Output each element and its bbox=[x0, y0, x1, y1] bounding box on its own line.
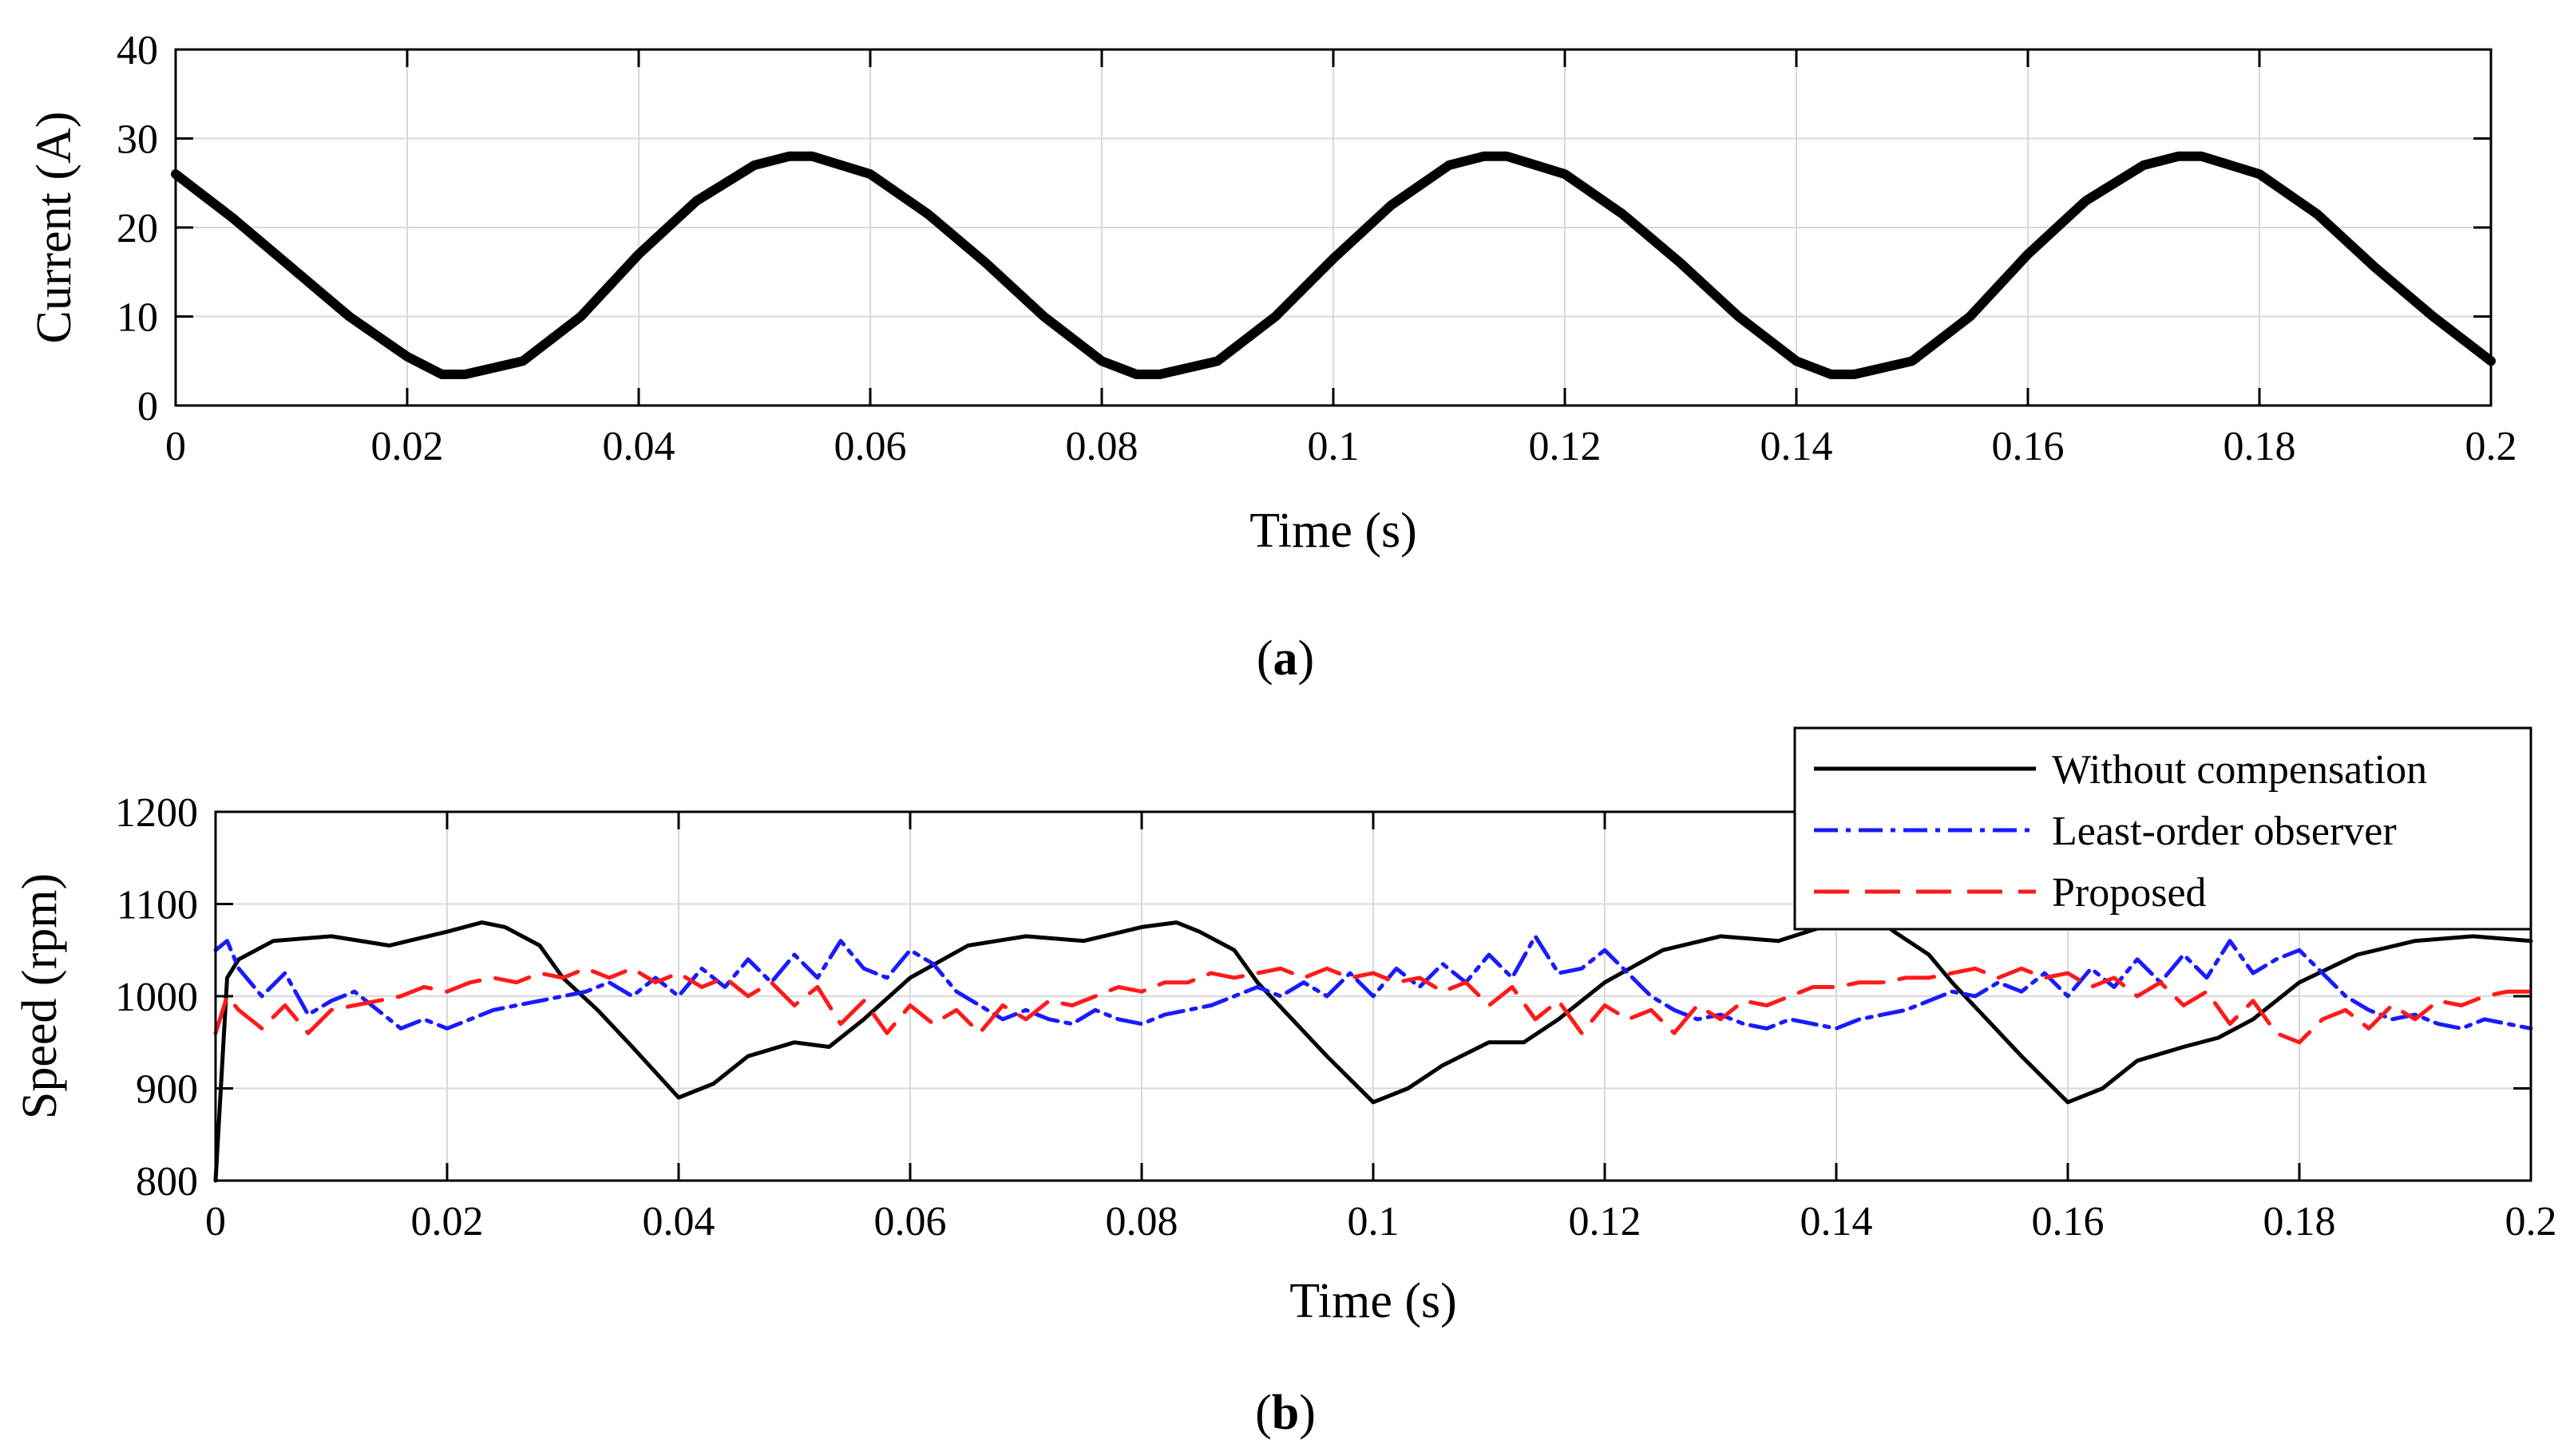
x-tick-label: 0.02 bbox=[411, 1199, 484, 1244]
x-tick-label: 0.1 bbox=[1348, 1199, 1400, 1244]
x-tick-label: 0.06 bbox=[834, 424, 907, 469]
y-ticks: 800 900 1000 1100 1200 bbox=[115, 790, 2531, 1205]
chart-panel-a: 0 0.02 0.04 0.06 0.08 0.1 0.12 0.14 0.16 0.18 0.2 … bbox=[27, 28, 2517, 686]
x-tick-label: 0.1 bbox=[1308, 424, 1360, 469]
x-tick-label: 0.02 bbox=[371, 424, 444, 469]
y-tick-label: 40 bbox=[117, 28, 158, 73]
x-tick-label: 0.12 bbox=[1569, 1199, 1641, 1244]
x-tick-label: 0.18 bbox=[2263, 1199, 2336, 1244]
y-ticks: 0 10 20 30 40 bbox=[117, 28, 2491, 429]
x-ticks: 0 0.02 0.04 0.06 0.08 0.1 0.12 0.14 0.16 0.18 0.2 bbox=[205, 812, 2557, 1244]
x-tick-label: 0.04 bbox=[643, 1199, 715, 1244]
y-tick-label: 10 bbox=[117, 295, 158, 341]
legend-label-without-compensation: Without compensation bbox=[2052, 747, 2427, 793]
y-tick-label: 1200 bbox=[115, 790, 198, 836]
x-tick-label: 0.04 bbox=[603, 424, 675, 469]
grid bbox=[176, 49, 2491, 406]
legend-label-least-order-observer: Least-order observer bbox=[2052, 809, 2397, 854]
x-tick-label: 0.16 bbox=[2032, 1199, 2105, 1244]
x-tick-label: 0.12 bbox=[1529, 424, 1602, 469]
chart-panel-b: 0 0.02 0.04 0.06 0.08 0.1 0.12 0.14 0.16 0.18 0.2 … bbox=[13, 726, 2557, 1440]
x-ticks: 0 0.02 0.04 0.06 0.08 0.1 0.12 0.14 0.16 0.18 0.2 bbox=[165, 49, 2517, 469]
caption-a: (a) bbox=[1257, 631, 1314, 686]
x-tick-label: 0.08 bbox=[1066, 424, 1138, 469]
y-tick-label: 1100 bbox=[117, 883, 198, 928]
x-tick-label: 0 bbox=[205, 1199, 226, 1244]
series-line-current bbox=[171, 151, 2496, 379]
x-tick-label: 0.18 bbox=[2223, 424, 2296, 469]
y-axis-title: Current (A) bbox=[27, 112, 81, 344]
series-group bbox=[171, 151, 2496, 379]
y-tick-label: 0 bbox=[137, 384, 158, 429]
x-tick-label: 0.14 bbox=[1800, 1199, 1873, 1244]
x-tick-label: 0.06 bbox=[874, 1199, 947, 1244]
x-tick-label: 0 bbox=[165, 424, 186, 469]
series-line-without-compensation bbox=[213, 911, 2533, 1183]
caption-b: (b) bbox=[1255, 1386, 1316, 1440]
y-tick-label: 900 bbox=[136, 1067, 198, 1113]
x-tick-label: 0.2 bbox=[2465, 424, 2517, 469]
y-tick-label: 1000 bbox=[115, 975, 198, 1020]
x-axis-title: Time (s) bbox=[1249, 504, 1417, 558]
legend: Without compensation Least-order observe… bbox=[1793, 726, 2532, 931]
series-group bbox=[213, 911, 2533, 1183]
x-tick-label: 0.2 bbox=[2505, 1199, 2557, 1244]
y-tick-label: 20 bbox=[117, 206, 158, 251]
series-line-least-order-observer bbox=[213, 934, 2533, 1031]
y-tick-label: 30 bbox=[117, 117, 158, 163]
x-tick-label: 0.16 bbox=[1992, 424, 2065, 469]
y-tick-label: 800 bbox=[136, 1159, 198, 1205]
x-axis-title: Time (s) bbox=[1289, 1274, 1457, 1328]
x-tick-label: 0.08 bbox=[1106, 1199, 1178, 1244]
legend-label-proposed: Proposed bbox=[2052, 870, 2207, 916]
y-axis-title: Speed (rpm) bbox=[13, 873, 67, 1119]
series-line-proposed bbox=[213, 966, 2533, 1045]
x-tick-label: 0.14 bbox=[1760, 424, 1833, 469]
